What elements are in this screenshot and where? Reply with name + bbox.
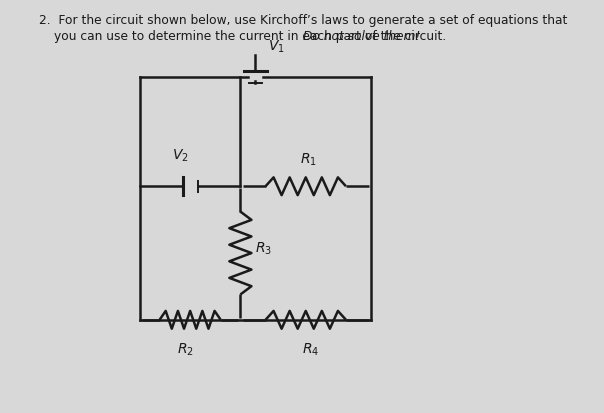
Text: 2.  For the circuit shown below, use Kirchoff’s laws to generate a set of equati: 2. For the circuit shown below, use Kirc… xyxy=(39,14,568,27)
Text: $R_2$: $R_2$ xyxy=(177,342,193,358)
Text: you can use to determine the current in each part of the circuit.: you can use to determine the current in … xyxy=(54,31,449,43)
Text: Do not solve them!: Do not solve them! xyxy=(303,31,420,43)
Text: $R_3$: $R_3$ xyxy=(255,241,272,257)
Text: $R_4$: $R_4$ xyxy=(302,342,320,358)
Text: $R_1$: $R_1$ xyxy=(300,152,316,168)
Text: $V_1$: $V_1$ xyxy=(268,38,285,55)
Text: $V_2$: $V_2$ xyxy=(172,147,188,164)
